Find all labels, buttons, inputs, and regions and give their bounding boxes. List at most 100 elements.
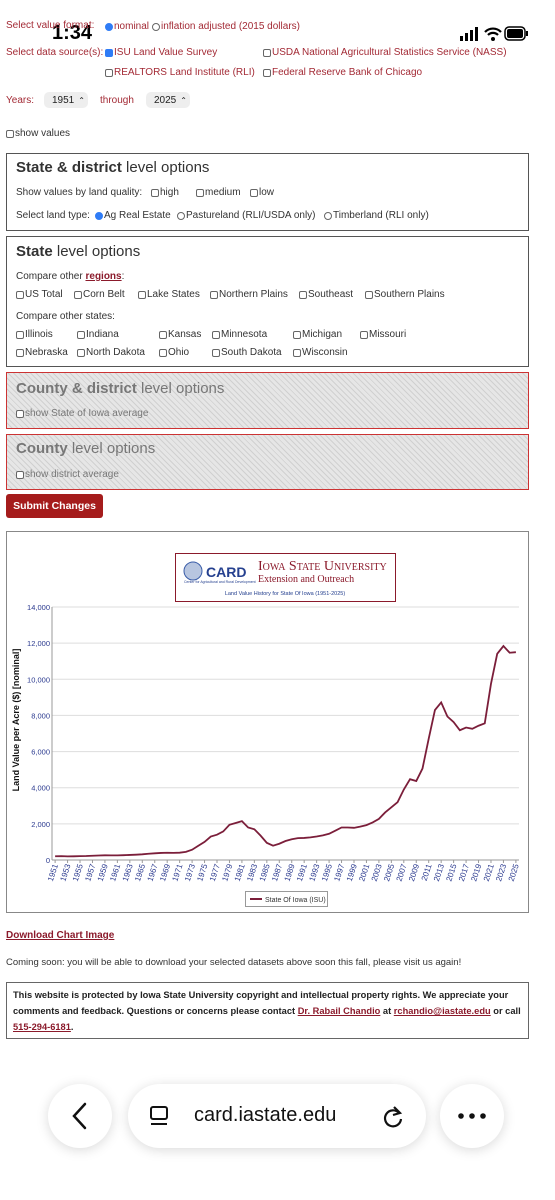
checkbox-option[interactable]: US Total (16, 289, 63, 300)
county-district-panel: County & district level options show Sta… (6, 372, 529, 429)
email-link[interactable]: rchandio@iastate.edu (393, 1006, 491, 1016)
years-label: Years: (6, 95, 34, 106)
checkbox-option[interactable]: Ohio (159, 347, 189, 358)
phone-link[interactable]: 515-294-6181 (13, 1022, 71, 1032)
checkbox-option[interactable]: Wisconsin (293, 347, 348, 358)
checkbox[interactable] (360, 330, 368, 339)
checkbox[interactable] (16, 348, 24, 357)
option-label: Pastureland (RLI/USDA only) (186, 210, 316, 221)
radio[interactable] (177, 211, 185, 220)
option-label: REALTORS Land Institute (RLI) (114, 67, 255, 78)
checkbox[interactable] (138, 290, 146, 299)
radio-option[interactable]: Ag Real Estate (95, 210, 171, 221)
checkbox[interactable] (263, 68, 271, 77)
checkbox[interactable] (6, 129, 14, 138)
radio[interactable] (152, 22, 160, 31)
title-bold: County (16, 440, 68, 457)
checkbox[interactable] (250, 188, 258, 197)
title-bold: County & district (16, 380, 137, 397)
checkbox-option[interactable]: show State of Iowa average (16, 408, 148, 419)
radio-option[interactable]: nominal (105, 21, 149, 32)
status-icons (460, 26, 528, 41)
status-time: 1:34 (52, 22, 93, 44)
contact-link[interactable]: Dr. Rabail Chandio (297, 1006, 381, 1016)
checkbox[interactable] (77, 348, 85, 357)
checkbox[interactable] (74, 290, 82, 299)
checkbox-option[interactable]: Nebraska (16, 347, 68, 358)
option-label: Ag Real Estate (104, 210, 171, 221)
checkbox-option[interactable]: Missouri (360, 329, 406, 340)
title-rest: level options (52, 243, 141, 260)
checkbox[interactable] (293, 330, 301, 339)
option-label: high (160, 187, 179, 198)
y-tick-label: 14,000 (27, 603, 50, 612)
checkbox[interactable] (105, 48, 113, 57)
checkbox[interactable] (212, 330, 220, 339)
option-label: Timberland (RLI only) (333, 210, 429, 221)
checkbox-option[interactable]: Indiana (77, 329, 119, 340)
radio[interactable] (95, 211, 103, 220)
checkbox-option[interactable]: Lake States (138, 289, 200, 300)
checkbox-option[interactable]: North Dakota (77, 347, 145, 358)
radio[interactable] (105, 22, 113, 31)
checkbox[interactable] (16, 470, 24, 479)
year-from-select[interactable]: 1951 ⌃ (44, 92, 88, 108)
state-district-panel: State & district level options Show valu… (6, 153, 529, 231)
back-button[interactable] (48, 1084, 112, 1148)
chevron: ⌃ (78, 95, 85, 105)
checkbox-option[interactable]: Michigan (293, 329, 342, 340)
checkbox[interactable] (16, 409, 24, 418)
checkbox-option[interactable]: low (250, 187, 274, 198)
checkbox[interactable] (263, 48, 271, 57)
y-tick-label: 0 (46, 856, 50, 865)
logo-card: CARD (206, 564, 246, 580)
checkbox-option[interactable]: Minnesota (212, 329, 267, 340)
checkbox[interactable] (293, 348, 301, 357)
checkbox[interactable] (16, 330, 24, 339)
option-label: ISU Land Value Survey (114, 47, 218, 58)
reload-icon[interactable] (380, 1104, 406, 1130)
checkbox-option[interactable]: show values (6, 128, 70, 139)
checkbox-option[interactable]: Southern Plains (365, 289, 445, 300)
data-source-label: Select data source(s): (6, 47, 104, 58)
year-to-select[interactable]: 2025 ⌃ (146, 92, 190, 108)
title-rest: level options (67, 440, 156, 457)
radio-option[interactable]: Timberland (RLI only) (324, 210, 429, 221)
checkbox-option[interactable]: show district average (16, 469, 119, 480)
download-link[interactable]: Download Chart Image (6, 930, 115, 941)
checkbox-option[interactable]: Southeast (299, 289, 353, 300)
radio[interactable] (324, 211, 332, 220)
checkbox-option[interactable]: ISU Land Value Survey (105, 47, 217, 58)
checkbox-option[interactable]: Corn Belt (74, 289, 125, 300)
checkbox-option[interactable]: Northern Plains (210, 289, 288, 300)
checkbox[interactable] (159, 348, 167, 357)
submit-button[interactable]: Submit Changes (6, 494, 103, 518)
checkbox-option[interactable]: Kansas (159, 329, 201, 340)
checkbox-option[interactable]: medium (196, 187, 241, 198)
checkbox[interactable] (159, 330, 167, 339)
checkbox[interactable] (210, 290, 218, 299)
checkbox-option[interactable]: Illinois (16, 329, 53, 340)
checkbox[interactable] (105, 68, 113, 77)
y-tick-label: 10,000 (27, 675, 50, 684)
checkbox-option[interactable]: Federal Reserve Bank of Chicago (263, 67, 422, 78)
radio-option[interactable]: inflation adjusted (2015 dollars) (152, 21, 300, 32)
y-tick-label: 4,000 (31, 784, 50, 793)
checkbox[interactable] (151, 188, 159, 197)
checkbox[interactable] (212, 348, 220, 357)
more-button[interactable] (440, 1084, 504, 1148)
checkbox-option[interactable]: USDA National Agricultural Statistics Se… (263, 47, 507, 58)
regions-link[interactable]: regions (85, 271, 122, 282)
address-bar[interactable]: card.iastate.edu (128, 1084, 426, 1148)
option-label: Ohio (168, 347, 190, 358)
checkbox[interactable] (77, 330, 85, 339)
notice: This website is protected by Iowa State … (6, 982, 529, 1039)
checkbox[interactable] (196, 188, 204, 197)
checkbox-option[interactable]: REALTORS Land Institute (RLI) (105, 67, 255, 78)
checkbox[interactable] (16, 290, 24, 299)
radio-option[interactable]: Pastureland (RLI/USDA only) (177, 210, 316, 221)
checkbox[interactable] (299, 290, 307, 299)
checkbox-option[interactable]: high (151, 187, 179, 198)
checkbox[interactable] (365, 290, 373, 299)
checkbox-option[interactable]: South Dakota (212, 347, 282, 358)
